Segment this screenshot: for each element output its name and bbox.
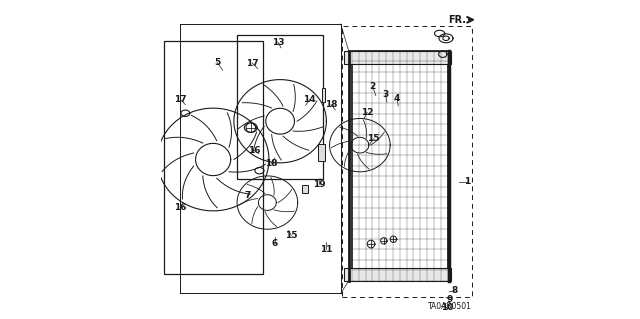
Text: 7: 7 [244,191,250,200]
Text: 15: 15 [367,134,380,143]
Text: 19: 19 [313,180,326,189]
Bar [319,144,324,161]
Text: 18: 18 [265,159,278,168]
Bar [303,185,308,193]
Text: TA0AB0501: TA0AB0501 [428,302,472,311]
Text: FR.: FR. [448,15,466,25]
Text: 17: 17 [246,59,259,68]
Text: 15: 15 [285,231,298,240]
Text: 16: 16 [248,146,261,155]
Text: 9: 9 [446,295,452,304]
Text: 17: 17 [174,95,187,104]
Text: 4: 4 [394,94,401,103]
Text: 11: 11 [320,245,333,254]
Bar [344,268,451,281]
Text: 3: 3 [382,90,388,99]
Text: 6: 6 [271,239,278,248]
Text: 16: 16 [174,204,186,212]
Text: 8: 8 [451,286,458,295]
Bar [321,88,325,102]
Text: 18: 18 [325,100,337,109]
Text: 2: 2 [369,82,376,91]
Text: 14: 14 [303,95,316,104]
Text: 5: 5 [214,58,220,67]
Text: 13: 13 [271,38,284,47]
Text: 12: 12 [361,108,374,117]
Bar [344,51,451,64]
Text: 10: 10 [441,303,453,312]
Text: 1: 1 [463,177,470,186]
